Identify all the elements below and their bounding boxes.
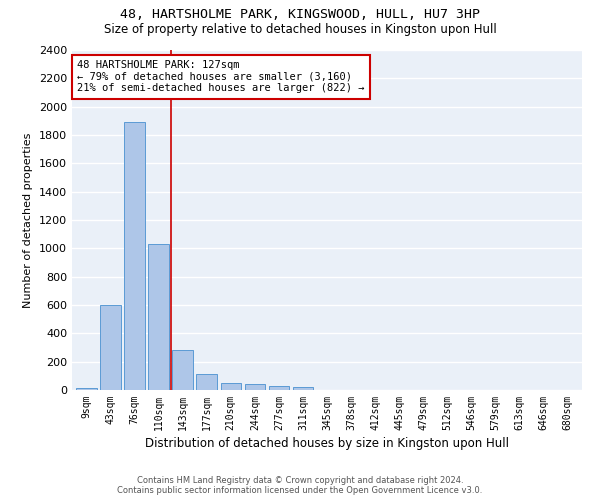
Text: Size of property relative to detached houses in Kingston upon Hull: Size of property relative to detached ho… [104,22,496,36]
Bar [148,244,169,390]
Y-axis label: Number of detached properties: Number of detached properties [23,132,34,308]
Bar [293,387,313,390]
Text: 48, HARTSHOLME PARK, KINGSWOOD, HULL, HU7 3HP: 48, HARTSHOLME PARK, KINGSWOOD, HULL, HU… [120,8,480,20]
Bar [124,122,145,390]
Bar [221,383,241,390]
Bar [245,384,265,390]
Text: 48 HARTSHOLME PARK: 127sqm
← 79% of detached houses are smaller (3,160)
21% of s: 48 HARTSHOLME PARK: 127sqm ← 79% of deta… [77,60,365,94]
Bar [196,374,217,390]
Bar [172,350,193,390]
Bar [76,388,97,390]
Bar [100,305,121,390]
Text: Contains HM Land Registry data © Crown copyright and database right 2024.
Contai: Contains HM Land Registry data © Crown c… [118,476,482,495]
Bar [269,386,289,390]
X-axis label: Distribution of detached houses by size in Kingston upon Hull: Distribution of detached houses by size … [145,437,509,450]
